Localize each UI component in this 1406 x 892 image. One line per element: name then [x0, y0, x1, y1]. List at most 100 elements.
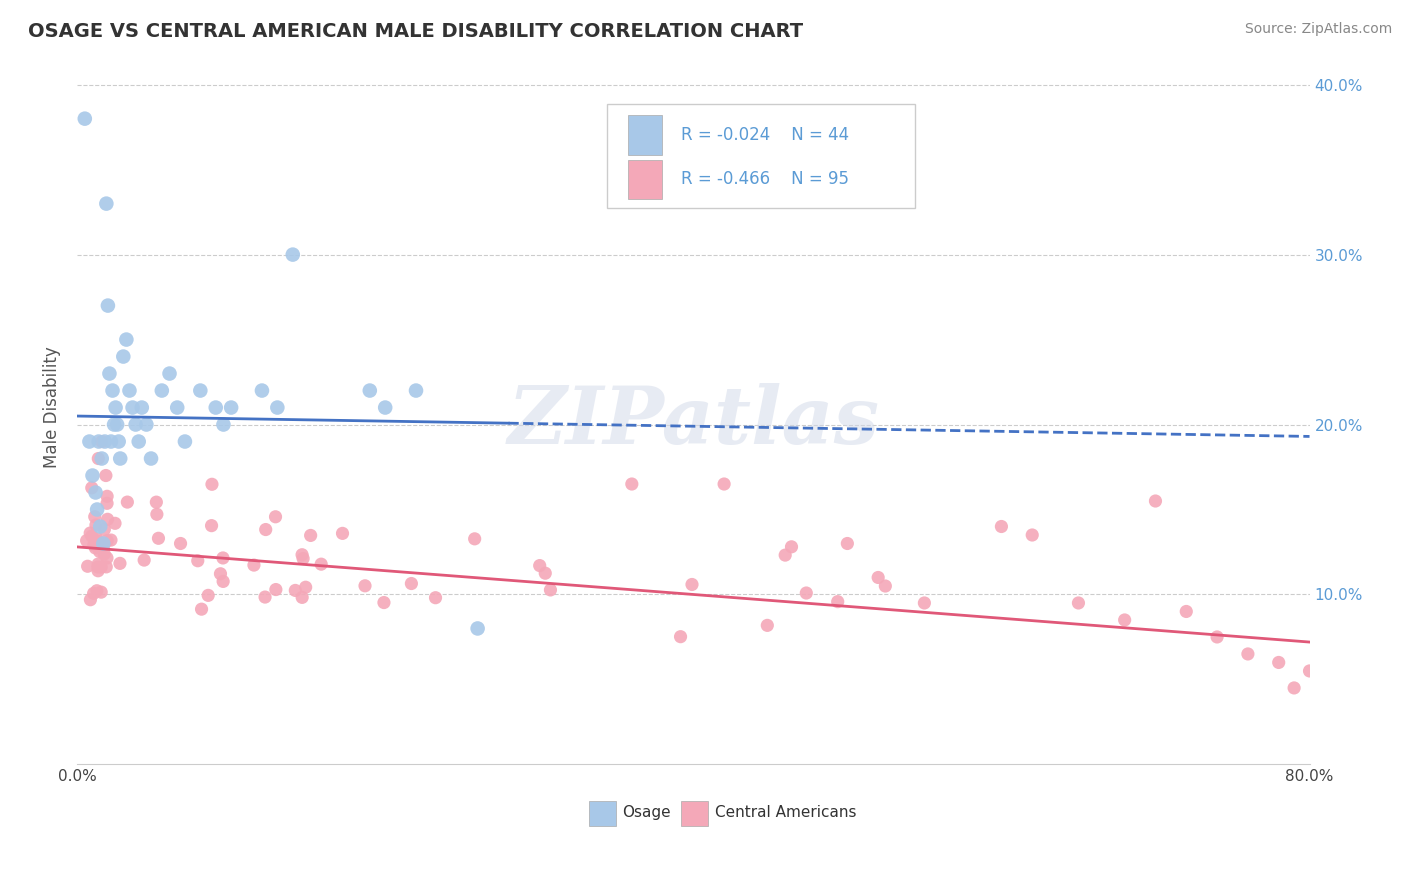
Point [86, 532, 108, 546]
Point [425, 591, 447, 605]
Point [96, 560, 118, 574]
Point [1206, 630, 1229, 644]
FancyBboxPatch shape [628, 160, 662, 199]
Point [166, 401, 188, 415]
Point [212, 574, 235, 589]
Point [128, 434, 150, 449]
Point [104, 516, 127, 531]
Point [250, 384, 273, 398]
Point [401, 576, 423, 591]
Point [148, 531, 170, 545]
Point [794, 586, 817, 600]
Point [96, 196, 118, 211]
Point [190, 602, 212, 616]
Point [780, 540, 803, 554]
Point [266, 401, 288, 415]
Point [82, 468, 104, 483]
Point [681, 577, 703, 591]
Y-axis label: Male Disability: Male Disability [44, 347, 60, 468]
Point [1114, 613, 1136, 627]
Point [292, 551, 315, 566]
Point [96, 489, 118, 503]
Point [103, 417, 125, 432]
Point [107, 434, 129, 449]
Point [94, 434, 117, 449]
Point [291, 591, 314, 605]
Point [90, 560, 112, 574]
Point [299, 528, 322, 542]
Point [620, 477, 643, 491]
Point [124, 417, 146, 432]
Point [84, 518, 107, 533]
Point [87, 560, 110, 574]
Point [309, 557, 332, 571]
Text: ZIPatlas: ZIPatlas [508, 383, 879, 460]
Point [212, 551, 235, 566]
Point [188, 384, 211, 398]
Point [96, 512, 118, 526]
Point [83, 586, 105, 600]
Point [87, 557, 110, 571]
Point [254, 590, 277, 604]
Point [93, 539, 115, 553]
Point [115, 333, 138, 347]
Point [101, 384, 124, 398]
Point [117, 495, 139, 509]
Text: Central Americans: Central Americans [716, 805, 858, 821]
Text: Osage: Osage [621, 805, 671, 821]
Point [254, 523, 277, 537]
Point [209, 566, 232, 581]
Point [90, 434, 112, 449]
FancyBboxPatch shape [589, 801, 616, 826]
Point [80, 529, 103, 543]
FancyBboxPatch shape [681, 801, 709, 826]
Point [139, 451, 162, 466]
Point [284, 583, 307, 598]
Point [145, 495, 167, 509]
Point [97, 299, 120, 313]
Point [87, 451, 110, 466]
Point [110, 451, 132, 466]
Point [131, 401, 153, 415]
FancyBboxPatch shape [628, 115, 662, 154]
Point [159, 367, 181, 381]
Point [90, 585, 112, 599]
Point [108, 557, 131, 571]
Point [538, 582, 561, 597]
Point [89, 519, 111, 533]
Point [827, 594, 849, 608]
Point [332, 526, 354, 541]
Point [112, 350, 135, 364]
Point [87, 434, 110, 449]
Point [91, 536, 114, 550]
Point [200, 518, 222, 533]
Point [79, 526, 101, 541]
Point [204, 401, 226, 415]
Point [669, 630, 692, 644]
Point [405, 384, 427, 398]
Point [93, 523, 115, 537]
Point [150, 384, 173, 398]
Point [1267, 656, 1289, 670]
Text: Source: ZipAtlas.com: Source: ZipAtlas.com [1244, 22, 1392, 37]
Point [169, 536, 191, 550]
Point [534, 566, 557, 581]
Point [868, 570, 890, 584]
Point [87, 564, 110, 578]
Point [990, 519, 1012, 533]
Point [100, 533, 122, 547]
Point [73, 112, 96, 126]
Point [713, 477, 735, 491]
Point [104, 401, 127, 415]
Point [1021, 528, 1043, 542]
Point [291, 548, 314, 562]
Point [96, 533, 118, 548]
Point [93, 547, 115, 561]
Point [281, 247, 304, 261]
Point [86, 583, 108, 598]
Point [96, 551, 118, 566]
Point [373, 596, 395, 610]
Point [529, 558, 551, 573]
Point [83, 509, 105, 524]
Point [1144, 494, 1167, 508]
